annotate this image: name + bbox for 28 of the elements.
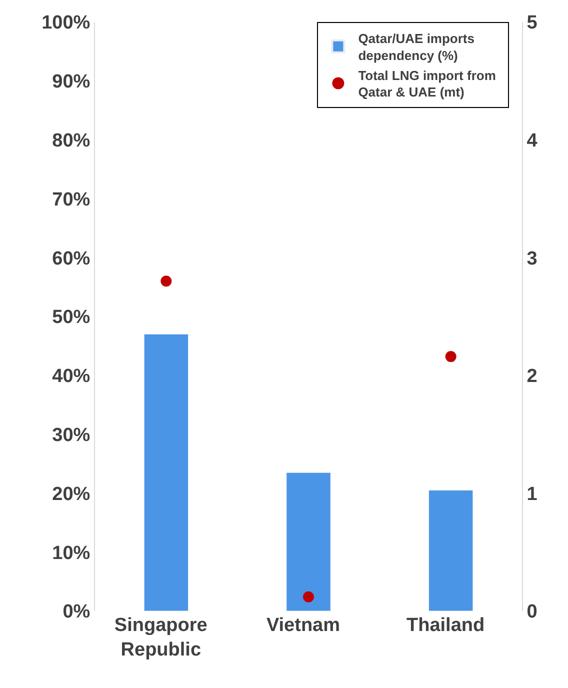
y-tick-label: 80% — [52, 130, 90, 152]
x-tick-label: Singapore Republic — [114, 615, 208, 661]
y-tick-label: 90% — [52, 72, 90, 93]
y-tick-label: 10% — [52, 542, 90, 564]
y-tick-label: 20% — [52, 484, 90, 505]
legend-label: Qatar/UAE imports dependency (%) — [358, 31, 475, 63]
y-tick-label: 70% — [52, 189, 90, 210]
y-tick-label: 100% — [42, 12, 90, 34]
y-tick-label: 50% — [52, 307, 90, 328]
y-tick-label: 60% — [52, 248, 90, 270]
bar — [428, 490, 474, 611]
y-tick-label: 0% — [62, 602, 90, 623]
point — [445, 351, 456, 362]
y-tick-label: 40% — [52, 366, 90, 388]
y2-tick-label: 2 — [526, 366, 538, 388]
y-tick-label: 30% — [52, 424, 90, 446]
bar — [286, 472, 331, 611]
y2-tick-label: 4 — [526, 130, 538, 152]
legend-label: Total LNG import from Qatar & UAE (mt) — [358, 68, 496, 100]
y2-tick-label: 5 — [526, 12, 538, 34]
x-tick-label: Thailand — [406, 615, 485, 636]
point — [303, 591, 314, 602]
bar — [144, 334, 188, 611]
x-tick-label: Vietnam — [266, 615, 340, 636]
point — [160, 276, 172, 287]
y2-tick-label: 0 — [526, 602, 538, 623]
y2-tick-label: 1 — [526, 484, 538, 505]
y2-tick-label: 3 — [526, 248, 538, 270]
